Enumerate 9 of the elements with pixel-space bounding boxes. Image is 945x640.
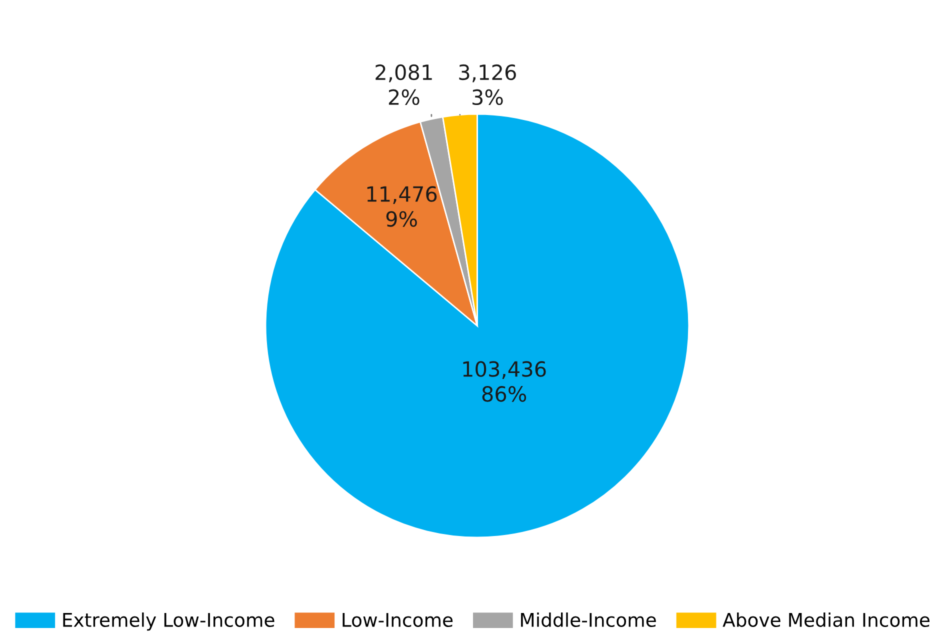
- legend-label: Extremely Low-Income: [63, 612, 274, 631]
- legend-label: Above Median Income: [722, 612, 930, 627]
- data-label: 103,436 86%: [463, 361, 546, 402]
- pie-slice: [264, 113, 690, 538]
- data-label: 3,126 3%: [459, 64, 516, 106]
- legend-label: Middle-Income: [521, 612, 656, 627]
- data-label: 2,081 2%: [376, 64, 432, 106]
- data-label: 11,476 9%: [367, 186, 437, 227]
- legend-label: Low-Income: [342, 613, 453, 627]
